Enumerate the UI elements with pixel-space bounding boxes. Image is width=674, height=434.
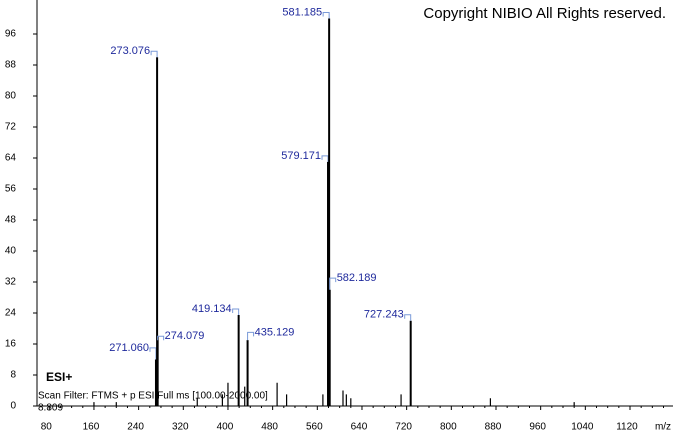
peak-label: 435.129 bbox=[255, 326, 295, 338]
label-bracket bbox=[149, 347, 157, 360]
y-tick-label: 8 bbox=[10, 370, 16, 381]
y-tick-label: 88 bbox=[5, 60, 17, 71]
label-bracket bbox=[247, 331, 255, 341]
label-bracket bbox=[232, 308, 240, 315]
y-tick-label: 80 bbox=[5, 91, 17, 102]
label-bracket bbox=[157, 335, 165, 341]
chart-title: Copyright NIBIO All Rights reserved. bbox=[423, 5, 666, 22]
x-tick-label: 160 bbox=[83, 422, 100, 433]
y-tick-label: 32 bbox=[5, 277, 17, 288]
y-tick-label: 56 bbox=[5, 184, 17, 195]
x-tick-label: 480 bbox=[261, 422, 278, 433]
peak-label: 273.076 bbox=[110, 45, 150, 57]
y-tick-label: 16 bbox=[5, 339, 17, 350]
scan-filter: Scan Filter: FTMS + p ESI Full ms [100.0… bbox=[38, 391, 268, 402]
x-tick-label: 880 bbox=[485, 422, 502, 433]
x-tick-label: 960 bbox=[529, 422, 546, 433]
x-tick-label: 80 bbox=[41, 422, 53, 433]
x-tick-label: 800 bbox=[440, 422, 457, 433]
y-tick-label: 72 bbox=[5, 122, 17, 133]
intensity-note: 8.809 bbox=[38, 403, 63, 414]
peak-label: 579.171 bbox=[281, 150, 321, 162]
label-bracket bbox=[150, 50, 158, 58]
x-tick-label: 240 bbox=[127, 422, 144, 433]
label-bracket bbox=[321, 155, 329, 162]
ionization-label: ESI+ bbox=[46, 370, 72, 384]
label-bracket bbox=[329, 277, 337, 290]
x-tick-label: 320 bbox=[172, 422, 189, 433]
x-tick-label: 560 bbox=[306, 422, 323, 433]
label-bracket bbox=[404, 314, 412, 321]
x-axis-label: m/z bbox=[655, 422, 671, 433]
peak-label: 581.185 bbox=[282, 6, 322, 18]
x-tick-label: 720 bbox=[395, 422, 412, 433]
peak-label: 274.079 bbox=[165, 330, 205, 342]
y-tick-label: 64 bbox=[5, 153, 17, 164]
y-tick-label: 48 bbox=[5, 215, 17, 226]
x-tick-label: 400 bbox=[217, 422, 234, 433]
peak-label: 727.243 bbox=[364, 309, 404, 321]
peak-label: 582.189 bbox=[337, 272, 377, 284]
peak-label: 271.060 bbox=[109, 342, 149, 354]
y-tick-label: 96 bbox=[5, 29, 17, 40]
y-tick-label: 0 bbox=[10, 401, 16, 412]
peak-label: 419.134 bbox=[192, 303, 232, 315]
x-tick-label: 1040 bbox=[571, 422, 594, 433]
label-bracket bbox=[322, 12, 330, 19]
y-tick-label: 40 bbox=[5, 246, 17, 257]
x-tick-label: 1120 bbox=[616, 422, 638, 433]
x-tick-label: 640 bbox=[351, 422, 368, 433]
y-tick-label: 24 bbox=[5, 308, 17, 319]
